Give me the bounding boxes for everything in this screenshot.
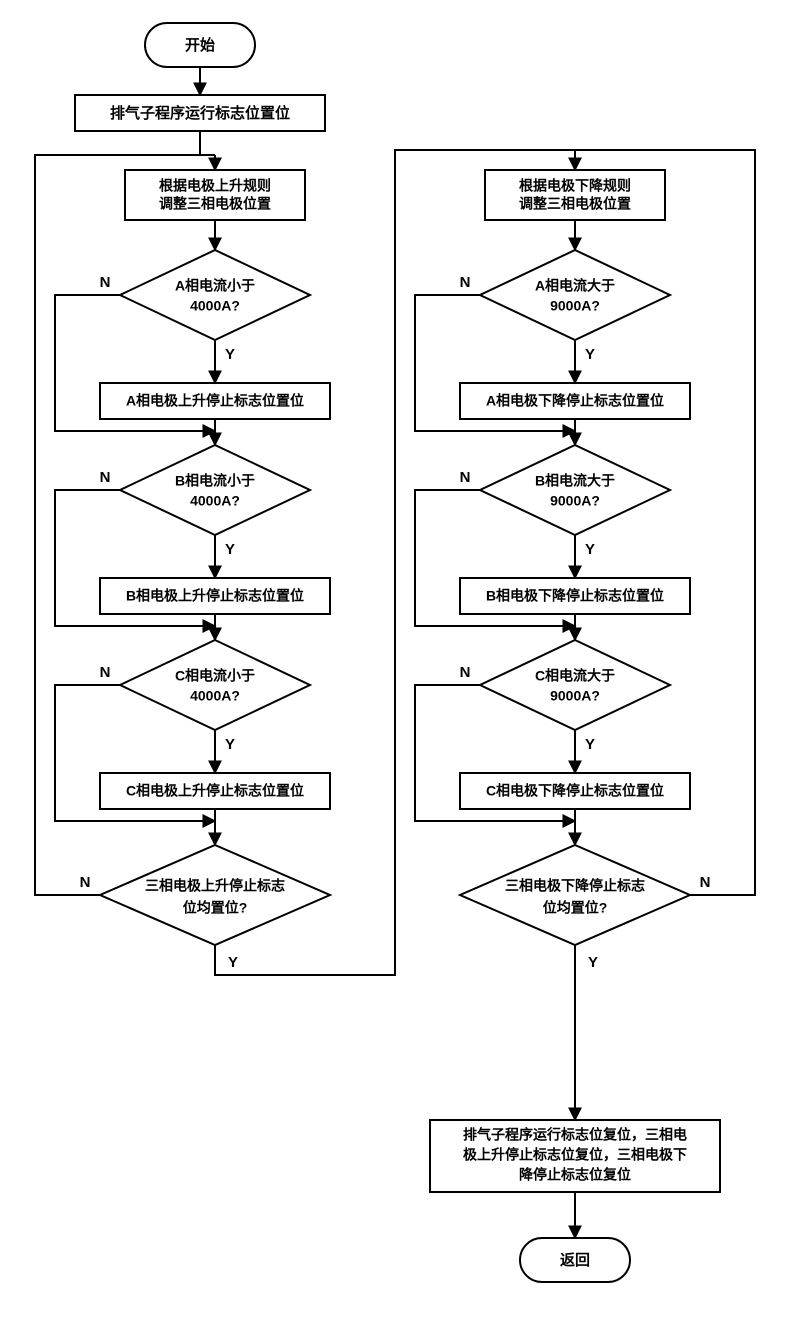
svg-text:Y: Y — [585, 736, 595, 753]
svg-text:N: N — [700, 874, 711, 891]
svg-text:Y: Y — [585, 346, 595, 363]
svg-text:B相电极下降停止标志位置位: B相电极下降停止标志位置位 — [486, 588, 664, 604]
svg-text:Y: Y — [585, 541, 595, 558]
svg-text:返回: 返回 — [560, 1251, 590, 1269]
svg-text:排气子程序运行标志位复位，三相电: 排气子程序运行标志位复位，三相电 — [463, 1127, 687, 1143]
svg-text:B相电极上升停止标志位置位: B相电极上升停止标志位置位 — [126, 588, 304, 604]
svg-text:9000A?: 9000A? — [550, 298, 600, 314]
svg-text:调整三相电极位置: 调整三相电极位置 — [519, 196, 631, 212]
svg-text:排气子程序运行标志位置位: 排气子程序运行标志位置位 — [110, 104, 290, 122]
svg-text:Y: Y — [225, 346, 235, 363]
svg-text:N: N — [460, 469, 471, 486]
svg-text:Y: Y — [225, 541, 235, 558]
svg-text:极上升停止标志位复位，三相电极下: 极上升停止标志位复位，三相电极下 — [463, 1147, 687, 1163]
svg-text:B相电流小于: B相电流小于 — [175, 473, 255, 489]
svg-text:A相电流大于: A相电流大于 — [535, 278, 615, 294]
svg-text:三相电极上升停止标志: 三相电极上升停止标志 — [145, 878, 285, 894]
svg-text:Y: Y — [225, 736, 235, 753]
svg-text:9000A?: 9000A? — [550, 493, 600, 509]
svg-text:4000A?: 4000A? — [190, 298, 240, 314]
svg-text:4000A?: 4000A? — [190, 688, 240, 704]
svg-text:A相电极下降停止标志位置位: A相电极下降停止标志位置位 — [486, 393, 664, 409]
svg-text:位均置位?: 位均置位? — [543, 900, 608, 916]
svg-text:9000A?: 9000A? — [550, 688, 600, 704]
svg-text:Y: Y — [228, 954, 238, 971]
svg-text:A相电流小于: A相电流小于 — [175, 278, 255, 294]
svg-text:根据电极上升规则: 根据电极上升规则 — [159, 178, 271, 194]
svg-text:降停止标志位复位: 降停止标志位复位 — [519, 1167, 631, 1183]
svg-text:A相电极上升停止标志位置位: A相电极上升停止标志位置位 — [126, 393, 304, 409]
svg-text:C相电流大于: C相电流大于 — [535, 668, 615, 684]
svg-text:C相电极下降停止标志位置位: C相电极下降停止标志位置位 — [486, 783, 664, 799]
svg-text:C相电极上升停止标志位置位: C相电极上升停止标志位置位 — [126, 783, 304, 799]
svg-text:N: N — [460, 664, 471, 681]
svg-text:三相电极下降停止标志: 三相电极下降停止标志 — [505, 878, 645, 894]
svg-text:Y: Y — [588, 954, 598, 971]
svg-text:调整三相电极位置: 调整三相电极位置 — [159, 196, 271, 212]
svg-text:C相电流小于: C相电流小于 — [175, 668, 255, 684]
svg-text:N: N — [460, 274, 471, 291]
svg-text:N: N — [80, 874, 91, 891]
svg-text:N: N — [100, 274, 111, 291]
svg-text:根据电极下降规则: 根据电极下降规则 — [519, 178, 631, 194]
svg-text:位均置位?: 位均置位? — [183, 900, 248, 916]
svg-text:B相电流大于: B相电流大于 — [535, 473, 615, 489]
svg-text:4000A?: 4000A? — [190, 493, 240, 509]
svg-text:N: N — [100, 469, 111, 486]
svg-text:N: N — [100, 664, 111, 681]
svg-text:开始: 开始 — [185, 36, 215, 54]
